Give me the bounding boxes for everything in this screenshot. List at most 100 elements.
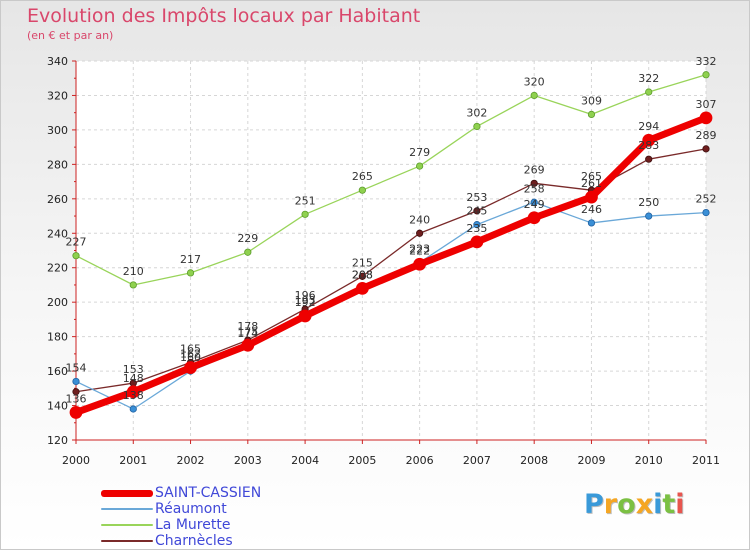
data-label-charnecles: 265 <box>581 170 602 183</box>
y-tick-label: 340 <box>47 55 68 68</box>
data-label-la-murette: 227 <box>66 236 87 249</box>
data-label-la-murette: 322 <box>638 72 659 85</box>
x-tick-label: 2005 <box>348 454 376 467</box>
data-point-charnecles <box>530 179 538 187</box>
data-label-charnecles: 269 <box>524 163 545 176</box>
data-label-la-murette: 320 <box>524 75 545 88</box>
data-point-charnecles <box>358 272 366 280</box>
data-label-la-murette: 332 <box>696 55 717 68</box>
data-point-la-murette <box>358 186 366 194</box>
logo-letter: i <box>653 489 663 520</box>
data-point-saint-cassien <box>413 257 427 271</box>
logo-letter: P <box>584 489 604 520</box>
data-label-saint-cassien: 136 <box>66 392 87 405</box>
data-label-charnecles: 153 <box>123 363 144 376</box>
data-label-la-murette: 279 <box>409 146 430 159</box>
legend-item-saint-cassien: SAINT-CASSIEN <box>101 485 261 501</box>
data-point-charnecles <box>702 145 710 153</box>
data-point-saint-cassien <box>585 190 598 204</box>
logo-letter: x <box>635 489 654 520</box>
data-label-saint-cassien: 175 <box>237 325 258 338</box>
legend-label: Charnècles <box>155 533 233 549</box>
data-label-reaumont: 138 <box>123 389 144 402</box>
data-point-charnecles <box>72 388 80 396</box>
logo-letter: t <box>662 489 676 520</box>
data-point-la-murette <box>186 269 195 277</box>
data-point-reaumont <box>587 219 596 227</box>
data-label-la-murette: 265 <box>352 170 373 183</box>
data-point-charnecles <box>645 155 653 163</box>
data-label-charnecles: 289 <box>696 129 717 142</box>
x-tick-label: 2007 <box>463 454 491 467</box>
x-tick-label: 2002 <box>177 454 205 467</box>
y-tick-label: 300 <box>47 124 68 137</box>
data-point-saint-cassien <box>355 281 369 295</box>
legend-label: SAINT-CASSIEN <box>155 485 262 501</box>
legend-item-charnecles: Charnècles <box>101 533 233 549</box>
series-line-saint-cassien <box>72 114 710 416</box>
data-label-saint-cassien: 235 <box>466 222 487 235</box>
data-point-la-murette <box>645 88 653 96</box>
data-point-la-murette <box>530 91 538 100</box>
data-point-saint-cassien <box>241 338 255 352</box>
data-point-saint-cassien <box>642 133 656 147</box>
x-tick-label: 2001 <box>119 454 147 467</box>
x-tick-label: 2000 <box>62 454 90 467</box>
legend-swatch <box>101 524 153 526</box>
data-point-charnecles <box>416 229 424 237</box>
data-label-la-murette: 217 <box>180 253 201 266</box>
data-point-saint-cassien <box>184 361 197 375</box>
data-label-charnecles: 240 <box>409 213 430 226</box>
data-label-charnecles: 196 <box>295 289 316 302</box>
data-label-la-murette: 302 <box>466 106 487 119</box>
data-label-saint-cassien: 261 <box>581 177 602 190</box>
data-point-reaumont <box>473 221 481 229</box>
y-tick-label: 180 <box>47 331 68 344</box>
y-tick-label: 220 <box>47 262 68 275</box>
data-label-saint-cassien: 192 <box>295 296 316 309</box>
logo-letter: o <box>617 489 636 520</box>
data-point-saint-cassien <box>699 111 713 125</box>
data-label-charnecles: 215 <box>352 256 373 269</box>
data-label-reaumont: 160 <box>180 351 201 364</box>
x-tick-label: 2010 <box>635 454 663 467</box>
data-point-saint-cassien <box>298 309 312 323</box>
data-point-reaumont <box>702 209 710 217</box>
data-label-saint-cassien: 148 <box>123 372 144 385</box>
logo-letter: r <box>603 489 618 520</box>
data-label-la-murette: 210 <box>123 265 144 278</box>
data-point-saint-cassien <box>69 406 83 419</box>
x-tick-label: 2011 <box>692 454 720 467</box>
data-point-la-murette <box>587 110 596 119</box>
data-label-reaumont: 246 <box>581 203 602 216</box>
legend-swatch <box>101 540 153 542</box>
data-label-reaumont: 208 <box>352 268 373 281</box>
y-tick-label: 240 <box>47 227 68 240</box>
y-tick-label: 160 <box>47 365 68 378</box>
legend-item-reaumont: Réaumont <box>101 501 227 517</box>
x-tick-label: 2003 <box>234 454 262 467</box>
legend-swatch <box>101 508 153 510</box>
data-point-saint-cassien <box>470 235 484 249</box>
data-label-reaumont: 252 <box>696 193 717 206</box>
data-label-saint-cassien: 162 <box>180 348 201 361</box>
data-point-reaumont <box>72 377 80 386</box>
plot-area <box>76 61 706 440</box>
data-point-la-murette <box>129 281 137 289</box>
data-label-reaumont: 223 <box>409 243 430 256</box>
data-point-reaumont <box>129 405 137 413</box>
data-label-saint-cassien: 222 <box>409 244 430 257</box>
data-label-la-murette: 309 <box>581 94 602 107</box>
y-tick-label: 280 <box>47 158 68 171</box>
data-label-charnecles: 165 <box>180 342 201 355</box>
data-point-la-murette <box>72 252 80 260</box>
x-tick-label: 2008 <box>520 454 548 467</box>
data-label-charnecles: 283 <box>638 139 659 152</box>
data-point-la-murette <box>301 210 309 218</box>
y-tick-label: 200 <box>47 296 68 309</box>
data-label-saint-cassien: 249 <box>524 198 545 211</box>
data-label-charnecles: 253 <box>466 191 487 204</box>
data-label-saint-cassien: 294 <box>638 120 659 133</box>
